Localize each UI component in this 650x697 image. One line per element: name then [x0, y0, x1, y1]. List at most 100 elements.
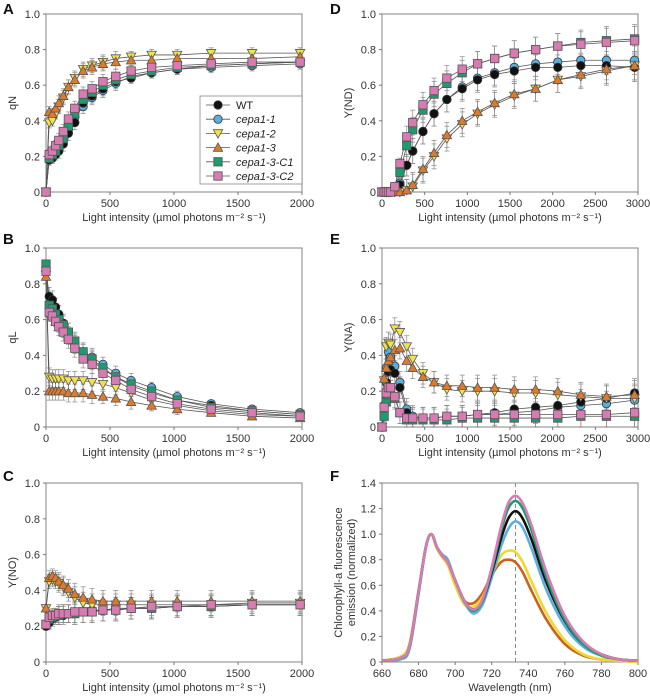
data-point-cepa1-3-C2 [172, 399, 182, 409]
data-point-cepa1-3-C2 [247, 600, 257, 610]
y-tick-label: 0.6 [25, 315, 40, 327]
y-axis-label: Chlorophyll-a fluorescence [333, 507, 345, 637]
data-point-cepa1-3 [441, 380, 453, 390]
data-point-cepa1-3-C2 [390, 182, 400, 192]
x-tick-label: 1500 [226, 198, 250, 210]
data-point-cepa1-3 [69, 74, 81, 84]
data-point-cepa1-3-C2 [78, 89, 88, 99]
data-point-cepa1-3-C2 [98, 77, 108, 87]
x-tick-label: 2500 [583, 433, 607, 445]
y-tick-label: 0.4 [25, 350, 40, 362]
data-point-cepa1-2 [86, 378, 98, 388]
data-point-cepa1-2 [394, 328, 406, 338]
data-point-cepa1-3 [86, 61, 98, 72]
x-tick-label: 1000 [162, 668, 186, 680]
y-tick-label: 0.6 [361, 80, 376, 92]
data-point-cepa1-3-C2 [601, 409, 612, 420]
x-tick-label: 2000 [540, 433, 564, 445]
data-point-cepa1-3-C2 [70, 343, 80, 353]
data-point-cepa1-3-C2 [111, 605, 121, 615]
y-tick-label: 0.6 [25, 80, 40, 92]
y-tick-label: 0.2 [361, 151, 376, 163]
x-axis-label: Light intensity (µmol photons m⁻² s⁻¹) [82, 212, 266, 224]
data-point-cepa1-3 [146, 400, 157, 410]
y-tick-label: 0.8 [361, 555, 376, 567]
x-tick-label: 0 [43, 433, 49, 445]
data-point-cepa1-3-C2 [78, 354, 88, 364]
data-point-cepa1-3-C2 [418, 413, 428, 423]
data-point-cepa1-3 [57, 579, 69, 590]
data-point-cepa1-3-C2 [490, 53, 500, 64]
data-point-cepa1-3 [530, 383, 541, 394]
y-axis-label: qN [7, 96, 19, 110]
panel-label-f: F [330, 468, 339, 485]
y-tick-label: 0.8 [361, 45, 376, 57]
data-point-cepa1-3 [77, 387, 89, 398]
x-tick-label: 1500 [226, 433, 250, 445]
y-tick-label: 0.8 [25, 279, 40, 291]
panel-d-ynd-chart: 0 0.2 0.4 0.6 0.8 1.0 0 500 1000 1500 2000 2500 3000… [343, 9, 650, 224]
x-axis-label: Wavelength (nm) [468, 682, 551, 694]
data-point-cepa1-3-C2 [70, 607, 80, 617]
data-point-cepa1-3 [97, 595, 109, 606]
legend-label: cepa1-1 [236, 114, 276, 126]
data-point-cepa1-3 [110, 392, 122, 403]
data-point-cepa1-3-C2 [78, 607, 88, 617]
x-tick-label: 500 [415, 433, 433, 445]
data-point-cepa1-3 [552, 74, 564, 84]
data-point-WT [429, 109, 439, 119]
series-line-cepa1-3-C2 [381, 494, 639, 663]
data-point-WT [576, 61, 586, 71]
x-tick-label: 680 [409, 668, 427, 680]
data-point-cepa1-3 [63, 583, 74, 593]
data-point-cepa1-3-C2 [172, 61, 182, 71]
y-tick-label: 0 [34, 422, 40, 434]
data-point-cepa1-3 [629, 389, 640, 399]
x-tick-label: 0 [379, 433, 385, 445]
data-point-cepa1-3 [125, 396, 137, 407]
data-point-cepa1-3 [53, 575, 65, 586]
data-point-cepa1-3-C2 [472, 409, 483, 420]
x-tick-label: 3000 [626, 433, 650, 445]
x-tick-label: 800 [629, 668, 647, 680]
data-point-WT [418, 126, 428, 137]
y-tick-label: 0 [370, 657, 376, 669]
data-point-cepa1-3-C2 [509, 409, 519, 420]
x-tick-label: 2000 [290, 668, 314, 680]
legend-box [199, 95, 303, 185]
data-point-cepa1-3-C2 [87, 84, 97, 94]
y-tick-label: 0.4 [25, 585, 40, 597]
legend-marker-cepa1-2 [212, 129, 224, 139]
data-point-cepa1-3-C2 [490, 409, 500, 420]
data-point-cepa1-3-C2 [601, 37, 612, 48]
y-tick-label: 0.2 [361, 386, 376, 398]
data-point-cepa1-3 [57, 90, 69, 100]
data-point-cepa1-3 [77, 592, 89, 602]
data-point-WT [553, 400, 563, 411]
data-point-cepa1-3 [394, 342, 406, 353]
y-tick-label: 1.0 [25, 243, 40, 255]
x-axis-label: Light intensity (µmol photons m⁻² s⁻¹) [418, 212, 602, 224]
data-point-cepa1-3-C2 [98, 605, 108, 615]
data-point-cepa1-3-C1 [402, 141, 412, 151]
plot-area [381, 247, 639, 428]
legend-marker-WT [213, 100, 223, 110]
plot-area [381, 482, 639, 663]
y-tick-label: 0.2 [25, 621, 40, 633]
x-tick-label: 500 [415, 198, 433, 210]
data-point-cepa1-3-C2 [576, 409, 586, 420]
data-point-cepa1-3-C2 [408, 117, 418, 128]
data-point-WT [457, 84, 467, 94]
x-tick-label: 2000 [290, 198, 314, 210]
data-point-cepa1-3-C2 [126, 384, 136, 395]
data-point-cepa1-3-C2 [629, 408, 640, 418]
panel-label-d: D [330, 1, 341, 18]
x-tick-label: 500 [101, 668, 119, 680]
data-point-cepa1-3 [417, 163, 429, 173]
data-point-cepa1-3 [53, 97, 65, 108]
data-point-cepa1-2 [63, 376, 74, 386]
y-tick-label: 0.4 [361, 350, 376, 362]
legend-label: WT [236, 100, 253, 112]
data-point-cepa1-3-C2 [457, 411, 467, 421]
